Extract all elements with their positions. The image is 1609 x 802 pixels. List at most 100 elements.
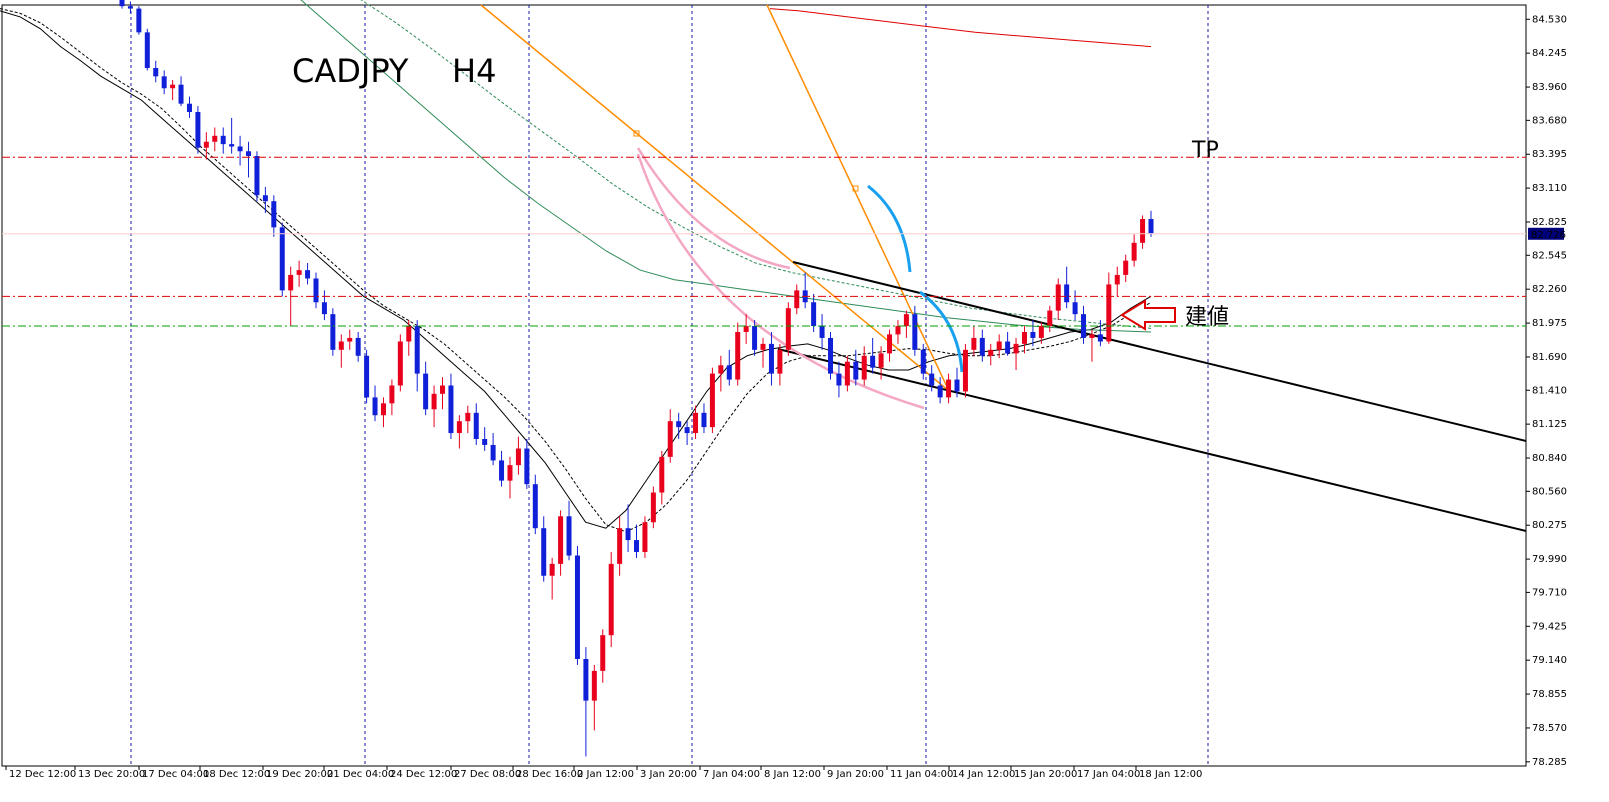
candle-body-23 — [313, 278, 319, 303]
price-tick-label-11: 81.410 — [1532, 385, 1567, 396]
candle-body-31 — [380, 403, 386, 416]
time-tick-label-16: 15 Jan 20:00 — [1014, 769, 1077, 780]
moving-average-2 — [300, 0, 1152, 333]
tp-label: TP — [1191, 138, 1219, 163]
price-tick-label-7: 82.545 — [1532, 250, 1567, 261]
candle-body-90 — [878, 353, 884, 368]
candle-body-119 — [1123, 260, 1129, 275]
candle-body-24 — [321, 302, 327, 315]
price-tick-label-0: 84.530 — [1532, 14, 1567, 25]
candle-body-34 — [406, 326, 412, 342]
candle-body-62 — [642, 522, 648, 552]
time-tick-label-6: 24 Dec 12:00 — [390, 769, 457, 780]
blue-arc-upper — [867, 184, 912, 273]
time-tick-label-7: 27 Dec 08:00 — [454, 769, 521, 780]
candle-body-3 — [144, 32, 150, 69]
candle-body-8 — [186, 103, 192, 113]
candle-body-57 — [600, 635, 606, 671]
horizontal-line-layer — [2, 156, 1526, 327]
trendline-anchor-1 — [852, 185, 859, 192]
time-tick-label-10: 3 Jan 20:00 — [640, 769, 697, 780]
candle-body-76 — [760, 343, 766, 350]
time-tick-label-12: 8 Jan 12:00 — [764, 769, 821, 780]
price-tick-label-22: 78.285 — [1532, 757, 1567, 768]
candle-body-33 — [397, 341, 403, 386]
time-tick-label-3: 18 Dec 12:00 — [203, 769, 270, 780]
pink-arc-upper — [636, 147, 791, 270]
candle-body-100 — [962, 349, 968, 392]
time-tick-label-5: 21 Dec 04:00 — [327, 769, 394, 780]
candle-body-121 — [1140, 219, 1146, 243]
candle-body-93 — [903, 314, 909, 327]
candle-body-72 — [726, 365, 732, 380]
candle-body-117 — [1106, 284, 1112, 342]
moving-average-3 — [360, 0, 1152, 329]
candle-body-38 — [440, 385, 446, 394]
price-tick-label-2: 83.960 — [1532, 82, 1567, 93]
candle-body-68 — [693, 412, 699, 434]
candle-body-53 — [566, 516, 572, 556]
time-tick-label-2: 17 Dec 04:00 — [142, 769, 209, 780]
time-tick-label-9: 2 Jan 12:00 — [577, 769, 634, 780]
time-tick-label-11: 7 Jan 04:00 — [703, 769, 760, 780]
plot-frame — [1, 4, 1527, 767]
price-tick-label-19: 79.140 — [1532, 655, 1567, 666]
candle-body-96 — [929, 373, 935, 386]
candle-body-108 — [1030, 331, 1036, 338]
candle-body-104 — [996, 341, 1002, 350]
candle-body-105 — [1005, 341, 1011, 354]
candle-body-47 — [515, 448, 521, 466]
price-tick-label-12: 81.125 — [1532, 419, 1567, 430]
price-tick-label-4: 83.395 — [1532, 149, 1567, 160]
candle-body-87 — [853, 361, 859, 380]
candle-body-52 — [558, 516, 564, 564]
candle-body-51 — [549, 563, 555, 576]
candle-body-42 — [473, 412, 479, 440]
time-tick-label-17: 17 Jan 04:00 — [1077, 769, 1140, 780]
candle-body-118 — [1114, 274, 1120, 285]
candle-body-106 — [1013, 343, 1019, 354]
candle-body-80 — [794, 290, 800, 309]
candle-body-12 — [220, 135, 226, 145]
current-price-label: 82.726 — [1531, 230, 1566, 241]
candle-body-40 — [456, 421, 462, 434]
candle-body-7 — [178, 84, 184, 104]
price-tick-label-18: 79.425 — [1532, 621, 1567, 632]
candle-body-4 — [153, 68, 159, 77]
candle-layer — [119, 0, 1154, 757]
candle-body-0 — [119, 0, 125, 7]
time-tick-label-13: 9 Jan 20:00 — [827, 769, 884, 780]
candle-body-91 — [887, 334, 893, 354]
candle-body-6 — [170, 84, 176, 89]
candle-body-70 — [709, 373, 715, 428]
time-tick-label-15: 14 Jan 12:00 — [952, 769, 1015, 780]
price-tick-label-1: 84.245 — [1532, 48, 1567, 59]
time-tick-label-1: 13 Dec 20:00 — [78, 769, 145, 780]
candle-body-14 — [237, 146, 243, 152]
price-tick-label-10: 81.690 — [1532, 352, 1567, 363]
candle-body-94 — [912, 314, 918, 350]
candle-body-49 — [532, 484, 538, 529]
candle-body-67 — [684, 427, 690, 434]
candle-body-46 — [507, 465, 513, 481]
candle-body-97 — [937, 385, 943, 398]
chart-symbol-title: CADJPY — [292, 52, 409, 90]
entry-arrow-icon — [1120, 299, 1176, 331]
candle-body-69 — [701, 412, 707, 428]
candle-body-98 — [946, 379, 952, 398]
time-tick-label-8: 28 Dec 16:00 — [516, 769, 583, 780]
candle-body-13 — [229, 144, 235, 147]
candle-body-65 — [667, 421, 673, 457]
candle-body-20 — [288, 274, 294, 291]
price-tick-label-3: 83.680 — [1532, 115, 1567, 126]
candle-body-102 — [979, 337, 985, 356]
price-tick-label-9: 81.975 — [1532, 318, 1567, 329]
moving-average-4 — [769, 8, 1152, 48]
candle-body-88 — [861, 355, 867, 380]
price-tick-label-20: 78.855 — [1532, 689, 1567, 700]
candle-body-22 — [305, 270, 311, 279]
candle-body-48 — [524, 448, 530, 485]
candle-body-85 — [836, 373, 842, 386]
